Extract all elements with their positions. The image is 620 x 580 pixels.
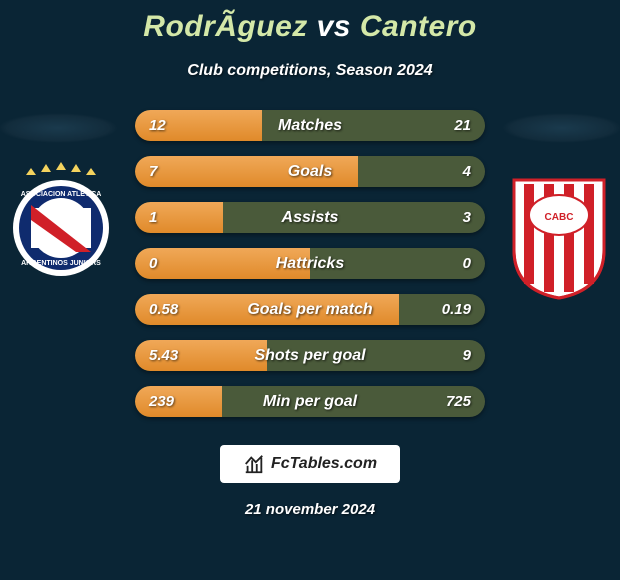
stat-value-left: 7	[135, 156, 171, 187]
stat-bar: 239725Min per goal	[135, 386, 485, 417]
stat-value-right: 0.19	[428, 294, 485, 325]
svg-text:CABC: CABC	[545, 212, 574, 223]
stat-value-right: 9	[449, 340, 485, 371]
subtitle: Club competitions, Season 2024	[0, 62, 620, 80]
comparison-title: RodrÃ­guez vs Cantero	[0, 10, 620, 44]
fctables-logo: FcTables.com	[220, 445, 400, 483]
vs-text: vs	[317, 10, 351, 43]
stat-value-left: 0	[135, 248, 171, 279]
stat-value-left: 5.43	[135, 340, 192, 371]
date-label: 21 november 2024	[0, 501, 620, 518]
team-crest-right: CABC	[504, 170, 614, 290]
stat-bars: 1221Matches74Goals13Assists00Hattricks0.…	[135, 110, 485, 417]
player2-name: Cantero	[360, 10, 477, 43]
stat-value-right: 725	[432, 386, 485, 417]
stat-value-left: 12	[135, 110, 180, 141]
chart-icon	[243, 453, 265, 475]
stat-value-right: 21	[440, 110, 485, 141]
svg-text:ARGENTINOS JUNIORS: ARGENTINOS JUNIORS	[21, 260, 101, 267]
stat-bar: 5.439Shots per goal	[135, 340, 485, 371]
stat-value-left: 0.58	[135, 294, 192, 325]
crest-shadow-left	[0, 113, 118, 143]
stat-bar: 74Goals	[135, 156, 485, 187]
argentinos-juniors-crest-icon: ASOCIACION ATLETICA ARGENTINOS JUNIORS	[6, 160, 116, 280]
crest-shadow-right	[502, 113, 620, 143]
stat-bar: 0.580.19Goals per match	[135, 294, 485, 325]
stat-bar: 00Hattricks	[135, 248, 485, 279]
comparison-stage: ASOCIACION ATLETICA ARGENTINOS JUNIORS C…	[0, 110, 620, 417]
stat-bar: 13Assists	[135, 202, 485, 233]
header: RodrÃ­guez vs Cantero Club competitions,…	[0, 0, 620, 80]
barracas-central-crest-icon: CABC	[504, 170, 614, 300]
stat-value-left: 239	[135, 386, 188, 417]
svg-text:ASOCIACION ATLETICA: ASOCIACION ATLETICA	[21, 191, 102, 198]
player1-name: RodrÃ­guez	[143, 10, 308, 43]
stat-value-right: 3	[449, 202, 485, 233]
fctables-label: FcTables.com	[271, 455, 377, 473]
stat-value-right: 0	[449, 248, 485, 279]
team-crest-left: ASOCIACION ATLETICA ARGENTINOS JUNIORS	[6, 160, 116, 280]
stat-value-right: 4	[449, 156, 485, 187]
stat-bar: 1221Matches	[135, 110, 485, 141]
stat-value-left: 1	[135, 202, 171, 233]
